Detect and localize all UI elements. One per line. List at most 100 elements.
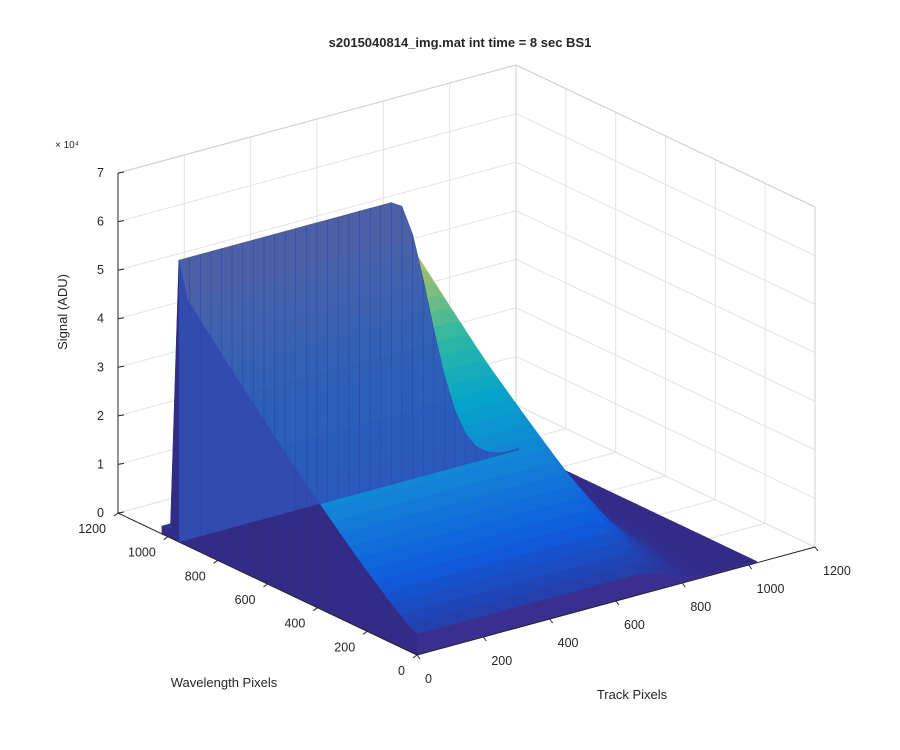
y-tick <box>362 630 368 635</box>
surface-patch <box>295 225 307 511</box>
x-tick-label: 600 <box>624 618 645 632</box>
grid-line <box>117 113 517 223</box>
surface-patch <box>512 605 524 630</box>
surface-patch <box>210 248 222 534</box>
surface-patch <box>200 251 212 537</box>
surface-patch <box>316 219 328 505</box>
surface-patch <box>437 625 450 650</box>
surface-patch <box>380 202 392 488</box>
surface-patch <box>544 596 556 621</box>
x-tick-label: 1200 <box>823 564 851 578</box>
axes-lines <box>113 171 819 660</box>
surface-patch <box>306 222 318 508</box>
z-tick-label: 1 <box>97 457 104 471</box>
surface-patch <box>369 205 381 491</box>
surface-patch <box>348 211 360 497</box>
x-tick <box>748 564 753 570</box>
z-tick-labels: 0 1 2 3 4 5 6 7 <box>97 166 104 520</box>
surface-patch <box>618 576 630 601</box>
grid-line <box>515 307 816 451</box>
surface-patch <box>459 619 471 644</box>
surface-patch <box>263 234 275 520</box>
surface-patch <box>491 611 503 636</box>
surface-patch <box>575 587 588 613</box>
surface-patch <box>314 496 324 611</box>
chart-title: s2015040814_img.mat int time = 8 sec BS1 <box>329 35 592 50</box>
y-tick-labels: 0 200 400 600 800 1000 1200 <box>78 522 405 678</box>
y-tick-label: 600 <box>235 593 256 607</box>
x-axis-label: Track Pixels <box>597 687 668 702</box>
grid-line <box>515 355 816 499</box>
x-tick-label: 800 <box>690 600 711 614</box>
surface-patch <box>401 206 413 482</box>
x-tick-label: 200 <box>491 654 512 668</box>
x-tick <box>615 600 620 606</box>
box-edge <box>117 64 517 174</box>
surface-patch <box>565 590 577 616</box>
y-tick <box>163 536 169 541</box>
surface-patch <box>253 236 265 523</box>
surface-patch <box>469 616 481 641</box>
surface-patch <box>178 257 190 543</box>
grid-line <box>515 258 816 402</box>
surface-patch <box>607 579 619 604</box>
surface-patch <box>427 628 439 653</box>
z-tick-label: 4 <box>97 312 104 326</box>
grid-line <box>515 210 816 354</box>
x-tick <box>549 618 554 624</box>
z-tick-label: 0 <box>97 506 104 520</box>
x-tick <box>681 582 686 588</box>
surface-patch <box>629 574 641 598</box>
x-tick-label: 0 <box>425 672 432 686</box>
x-tick <box>814 546 819 552</box>
surface-patch <box>338 213 350 500</box>
y-tick-label: 0 <box>398 664 405 678</box>
surface-patch <box>285 228 296 514</box>
surface-patch <box>365 569 375 636</box>
x-tick <box>416 654 421 660</box>
surface-patch <box>359 208 371 494</box>
grid-line <box>515 161 816 305</box>
z-tick-label: 6 <box>97 215 104 229</box>
surface-patch <box>331 521 341 619</box>
x-tick-label: 400 <box>558 636 579 650</box>
surface-patch <box>586 585 598 610</box>
surface-patch <box>231 242 243 528</box>
y-tick <box>412 654 418 659</box>
surface-patch <box>221 245 233 531</box>
z-tick-label: 7 <box>97 166 104 180</box>
z-exponent-label: × 10⁴ <box>55 140 79 151</box>
y-tick-label: 400 <box>284 617 305 631</box>
z-tick <box>117 317 125 320</box>
surface-patch <box>189 254 201 540</box>
surface-patch <box>522 602 534 627</box>
y-axis-label: Wavelength Pixels <box>171 675 278 690</box>
surface-patch <box>323 508 333 615</box>
z-tick-label: 2 <box>97 409 104 423</box>
surface-patch <box>533 599 545 624</box>
z-tick <box>117 462 125 465</box>
surface-patch <box>357 557 367 632</box>
box-edge <box>515 64 816 208</box>
surface-patch <box>639 573 651 595</box>
z-tick <box>117 220 125 223</box>
y-tick-label: 1000 <box>128 546 156 560</box>
z-tick-label: 3 <box>97 360 104 374</box>
y-tick <box>263 583 268 588</box>
surface-patch <box>242 239 254 525</box>
surface-patch <box>507 448 519 453</box>
y-tick-label: 800 <box>185 569 206 583</box>
z-tick <box>117 365 125 368</box>
z-tick-label: 5 <box>97 263 104 277</box>
surface-patch <box>348 545 358 628</box>
x-tick-label: 1000 <box>757 582 785 596</box>
z-tick <box>117 414 125 417</box>
y-tick-label: 200 <box>334 640 355 654</box>
surface-patch <box>274 231 286 517</box>
y-tick <box>313 607 318 612</box>
surface-patch <box>391 202 403 485</box>
z-tick <box>117 511 125 514</box>
surface-patch <box>416 631 428 656</box>
surface-patch <box>480 613 492 639</box>
